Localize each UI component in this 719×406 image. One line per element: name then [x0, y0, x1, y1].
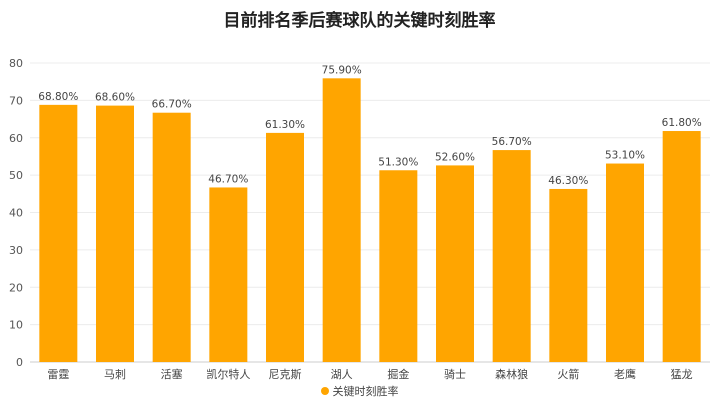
y-tick-label: 40 — [9, 207, 23, 220]
data-label: 61.30% — [265, 119, 305, 131]
x-tick-label: 火箭 — [557, 367, 579, 381]
legend-label: 关键时刻胜率 — [332, 385, 399, 398]
bar[interactable] — [322, 78, 361, 362]
y-tick-label: 20 — [9, 281, 23, 294]
bar[interactable] — [96, 105, 134, 363]
data-label: 46.70% — [208, 173, 248, 185]
data-label: 52.60% — [435, 151, 475, 163]
y-tick-label: 50 — [9, 169, 23, 182]
bar[interactable] — [39, 104, 78, 363]
data-label: 68.80% — [38, 91, 78, 103]
x-tick-label: 凯尔特人 — [206, 367, 250, 381]
data-label: 75.90% — [322, 64, 362, 76]
x-tick-label: 猛龙 — [671, 368, 693, 381]
legend[interactable]: 关键时刻胜率 — [0, 383, 719, 399]
y-tick-label: 60 — [9, 132, 23, 145]
data-label: 68.60% — [95, 92, 135, 104]
x-tick-label: 马刺 — [104, 368, 126, 381]
y-tick-label: 0 — [16, 356, 23, 369]
data-label: 61.80% — [662, 117, 702, 129]
y-tick-label: 70 — [9, 94, 23, 107]
data-label: 46.30% — [548, 175, 588, 187]
y-tick-label: 10 — [9, 319, 23, 332]
data-label: 66.70% — [152, 99, 192, 111]
y-tick-label: 80 — [9, 57, 23, 70]
x-tick-label: 尼克斯 — [269, 368, 302, 381]
bar[interactable] — [492, 150, 531, 362]
x-tick-label: 森林狼 — [495, 367, 528, 381]
x-tick-label: 掘金 — [387, 367, 409, 381]
data-label: 51.30% — [378, 156, 418, 168]
bar[interactable] — [266, 132, 304, 362]
bar[interactable] — [436, 165, 474, 362]
y-tick-label: 30 — [9, 244, 23, 257]
x-tick-label: 雷霆 — [47, 368, 69, 381]
bar[interactable] — [606, 163, 644, 362]
bar[interactable] — [662, 131, 701, 362]
bar[interactable] — [379, 170, 418, 362]
data-label: 53.10% — [605, 150, 645, 162]
bar[interactable] — [209, 187, 248, 362]
legend-marker — [320, 387, 329, 395]
x-tick-label: 骑士 — [444, 368, 466, 381]
x-tick-label: 湖人 — [331, 368, 353, 381]
x-tick-label: 活塞 — [161, 367, 183, 381]
data-label: 56.70% — [492, 136, 532, 148]
x-tick-label: 老鹰 — [614, 367, 636, 381]
chart-title: 目前排名季后赛球队的关键时刻胜率 — [223, 11, 496, 31]
bar[interactable] — [152, 112, 191, 363]
bar[interactable] — [549, 188, 588, 362]
